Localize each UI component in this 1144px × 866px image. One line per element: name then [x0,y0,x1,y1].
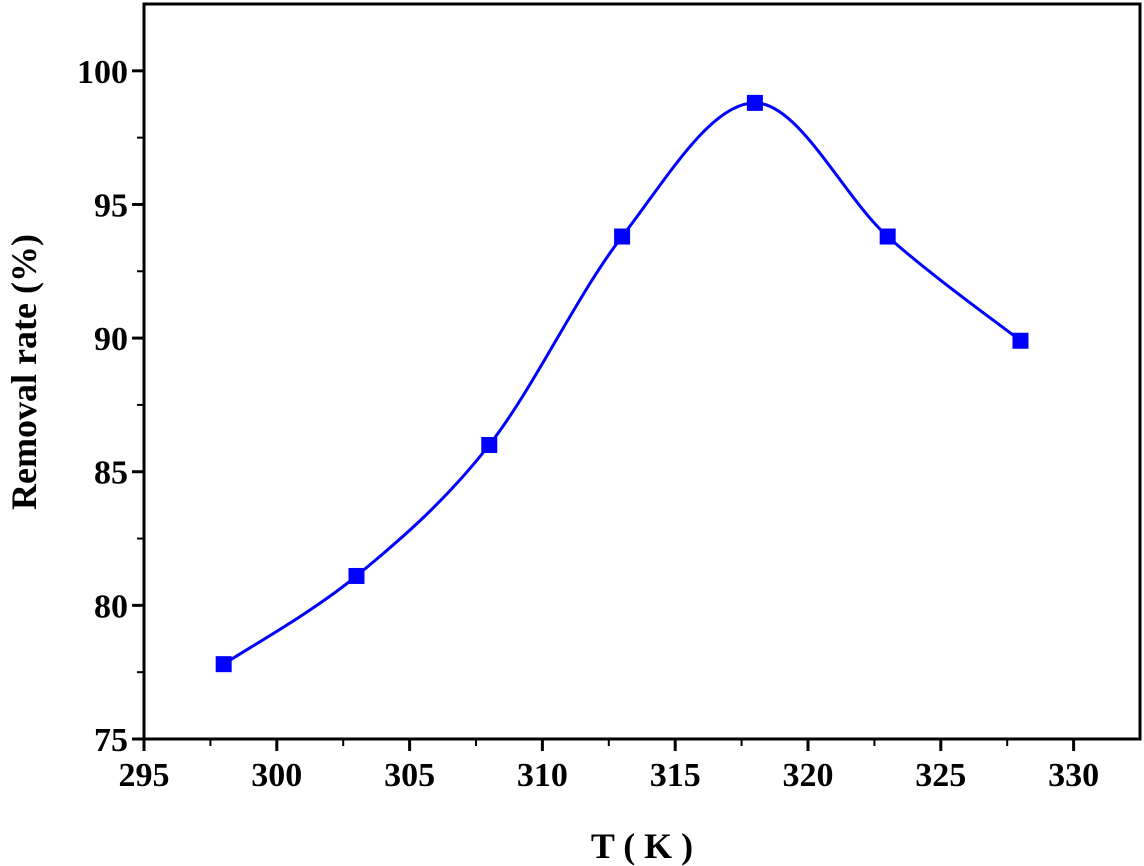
x-tick-labels: 295 300 305 310 315 320 325 330 [119,757,1100,794]
x-tick-label: 315 [650,757,701,794]
series-markers [215,94,1029,673]
data-point [215,656,232,673]
y-tick-label: 90 [94,321,128,358]
data-point [879,228,896,245]
y-tick-label: 80 [94,588,128,625]
data-point [614,228,631,245]
data-point [348,567,365,584]
x-tick-label: 295 [119,757,170,794]
y-tick-labels: 75 80 85 90 95 100 [77,54,128,759]
x-tick-label: 310 [517,757,568,794]
x-tick-label: 300 [251,757,302,794]
y-axis-title: Removal rate (%) [4,234,44,510]
y-tick-label: 75 [94,722,128,759]
plot-frame [142,2,1142,741]
data-point [1012,332,1029,349]
x-tick-label: 330 [1048,757,1099,794]
x-tick-label: 325 [915,757,966,794]
x-tick-label: 305 [384,757,435,794]
y-tick-label: 85 [94,455,128,492]
y-tick-label: 100 [77,54,128,91]
series-line [222,101,1022,666]
data-point [481,437,498,453]
data-point [746,94,763,111]
x-tick-label: 320 [783,757,834,794]
axis-ticks [132,69,1076,751]
y-tick-label: 95 [94,187,128,224]
x-axis-title: T ( K ) [591,826,693,866]
